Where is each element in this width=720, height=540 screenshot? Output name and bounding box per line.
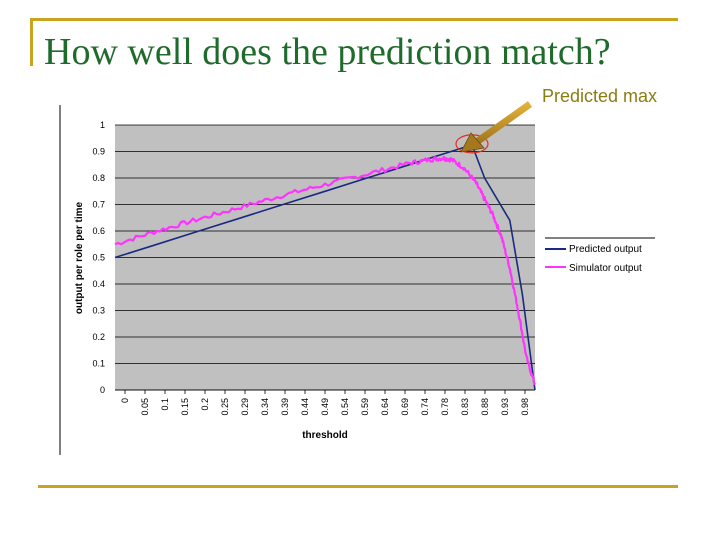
y-tick-label: 0.4 [92,279,105,289]
x-tick-label: 0.2 [200,398,210,411]
x-tick-label: 0.93 [500,398,510,416]
x-tick-label: 0.98 [520,398,530,416]
x-tick-label: 0.1 [160,398,170,411]
x-tick-label: 0.44 [300,398,310,416]
x-tick-label: 0.88 [480,398,490,416]
y-tick-label: 0.9 [92,147,105,157]
series-line-predicted [114,144,536,391]
x-tick-label: 0.34 [260,398,270,416]
y-tick-label: 0.8 [92,173,105,183]
x-tick-label: 0 [120,398,130,403]
x-tick-label: 0.05 [140,398,150,416]
y-axis-label: output per role per time [74,201,85,314]
series-lines [114,144,536,391]
y-tick-label: 0.2 [92,332,105,342]
y-tick-label: 0.3 [92,306,105,316]
x-tick-label: 0.69 [400,398,410,416]
x-tick-label: 0.64 [380,398,390,416]
x-tick-label: 0.29 [240,398,250,416]
x-tick-label: 0.39 [280,398,290,416]
legend-label-simulator: Simulator output [569,263,642,274]
x-tick-labels: 0 0.05 0.1 0.15 0.2 0.25 0.29 0.34 0.39 0.44 0.49 0… [120,398,530,416]
title-rule-horizontal [30,18,678,21]
y-tick-labels: 0 0.1 0.2 0.3 0.4 0.5 0.6 0.7 0.8 0.9 1 [92,120,105,395]
y-tick-label: 1 [100,120,105,130]
x-tick-label: 0.78 [440,398,450,416]
x-tick-label: 0.59 [360,398,370,416]
bottom-rule [38,485,678,488]
x-tick-label: 0.83 [460,398,470,416]
y-tick-label: 0.6 [92,226,105,236]
x-tick-label: 0.54 [340,398,350,416]
grid-lines [115,124,535,394]
x-tick-label: 0.74 [420,398,430,416]
x-tick-label: 0.25 [220,398,230,416]
series-line-simulator [114,155,536,386]
y-tick-label: 0.1 [92,359,105,369]
callout-arrow-shaft [475,101,533,144]
x-axis-label: threshold [302,430,348,441]
y-tick-label: 0.5 [92,253,105,263]
callout-arrow-head [460,132,485,153]
slide-title: How well does the prediction match? [44,31,611,73]
x-tick-label: 0.49 [320,398,330,416]
y-tick-label: 0.7 [92,200,105,210]
predicted-max-callout: Predicted max [542,86,658,106]
title-rule-vertical [30,18,33,66]
legend-label-predicted: Predicted output [569,244,642,255]
x-tick-label: 0.15 [180,398,190,416]
y-tick-label: 0 [100,385,105,395]
